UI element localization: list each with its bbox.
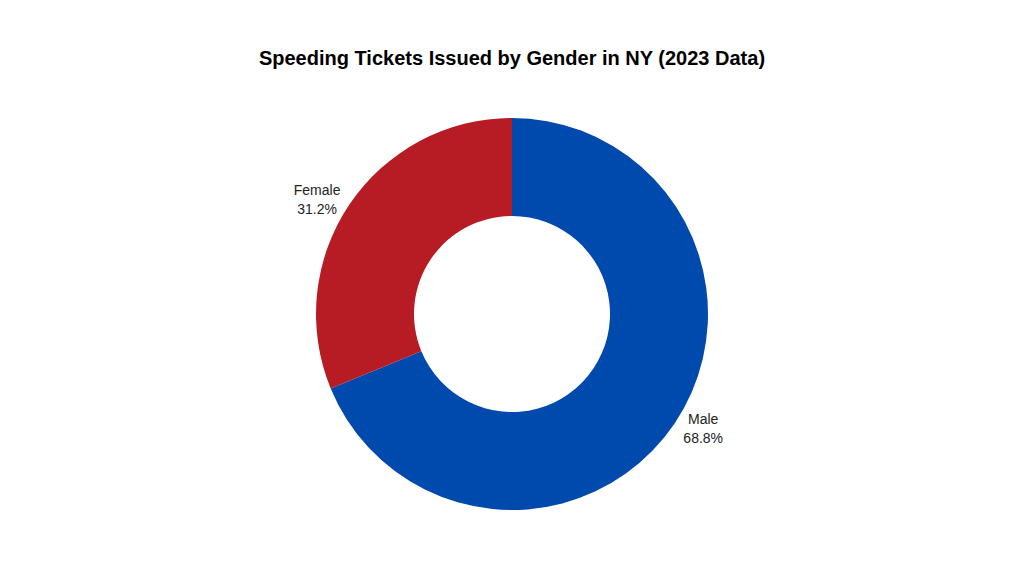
svg-text:Speeding Tickets Issued by Gen: Speeding Tickets Issued by Gender in NY … bbox=[259, 47, 765, 69]
svg-text:Female31.2%: Female31.2% bbox=[294, 182, 341, 216]
svg-text:Male68.8%: Male68.8% bbox=[683, 411, 723, 445]
